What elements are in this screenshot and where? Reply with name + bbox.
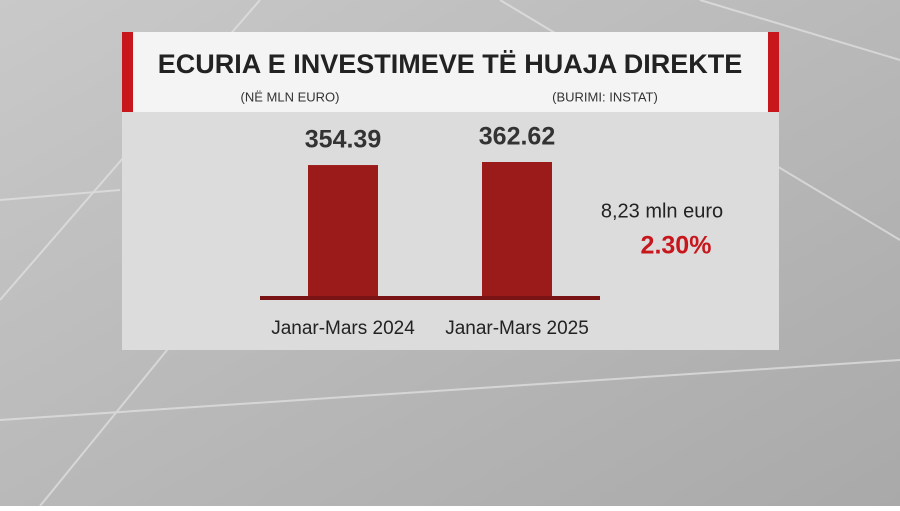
bar — [308, 165, 378, 296]
annotation: 8,23 mln euro — [601, 200, 723, 222]
x-tick-label: Janar-Mars 2024 — [271, 318, 415, 339]
header-panel — [122, 32, 779, 112]
source: (BURIMI: INSTAT) — [552, 89, 658, 104]
bar — [482, 162, 552, 296]
subtitle: (NË MLN EURO) — [241, 89, 340, 104]
chart-panel — [122, 112, 779, 350]
header-accent — [122, 32, 133, 112]
x-tick-label: Janar-Mars 2025 — [445, 318, 589, 339]
data-label: 354.39 — [305, 126, 381, 154]
annotation: 2.30% — [641, 232, 712, 260]
header-accent — [768, 32, 779, 112]
data-label: 362.62 — [479, 123, 555, 151]
chart-title: ECURIA E INVESTIMEVE TË HUAJA DIREKTE — [158, 49, 743, 79]
